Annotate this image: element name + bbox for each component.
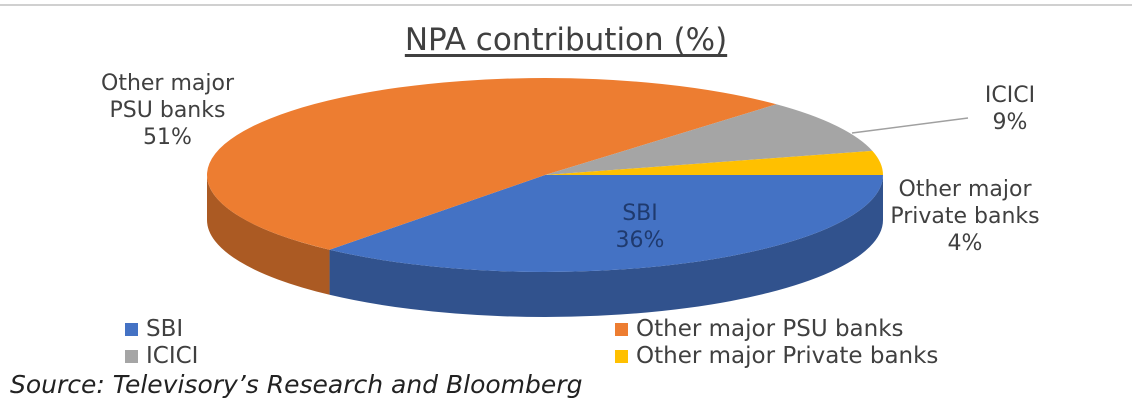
legend-entry: Other major Private banks (615, 343, 938, 369)
data-label-value: 4% (947, 231, 983, 256)
data-label: SBI 36% (560, 200, 720, 254)
source-note: Source: Televisory’s Research and Bloomb… (10, 370, 583, 399)
legend-label: SBI (146, 316, 184, 342)
slice (329, 175, 884, 272)
legend-entry: Other major PSU banks (615, 316, 904, 342)
chart-title: NPA contribution (%) (404, 22, 728, 58)
legend-label: ICICI (146, 343, 199, 369)
data-label-name: Other major Private banks (890, 177, 1040, 229)
data-label-name: Other major PSU banks (101, 71, 234, 123)
data-label-value: 51% (143, 125, 192, 150)
data-label-value: 9% (992, 110, 1028, 135)
data-label: Other major Private banks 4% (845, 176, 1085, 257)
legend-swatch (615, 349, 628, 363)
data-label-name: SBI (622, 201, 658, 226)
legend-label: Other major PSU banks (636, 316, 904, 342)
slice-side (329, 175, 884, 317)
slice (545, 104, 873, 175)
slice-side (207, 175, 330, 295)
data-label: ICICI 9% (930, 82, 1090, 136)
legend-entry: ICICI (125, 343, 198, 369)
data-label-value: 36% (615, 228, 665, 253)
slice (545, 150, 883, 175)
leader-line (851, 117, 969, 134)
slice (206, 77, 777, 250)
legend-swatch (125, 322, 138, 336)
legend-swatch (125, 349, 138, 363)
data-label: Other major PSU banks 51% (80, 70, 255, 151)
data-label-name: ICICI (984, 83, 1036, 108)
legend-swatch (615, 322, 628, 336)
legend-label: Other major Private banks (636, 343, 939, 369)
legend-entry: SBI (125, 316, 183, 342)
